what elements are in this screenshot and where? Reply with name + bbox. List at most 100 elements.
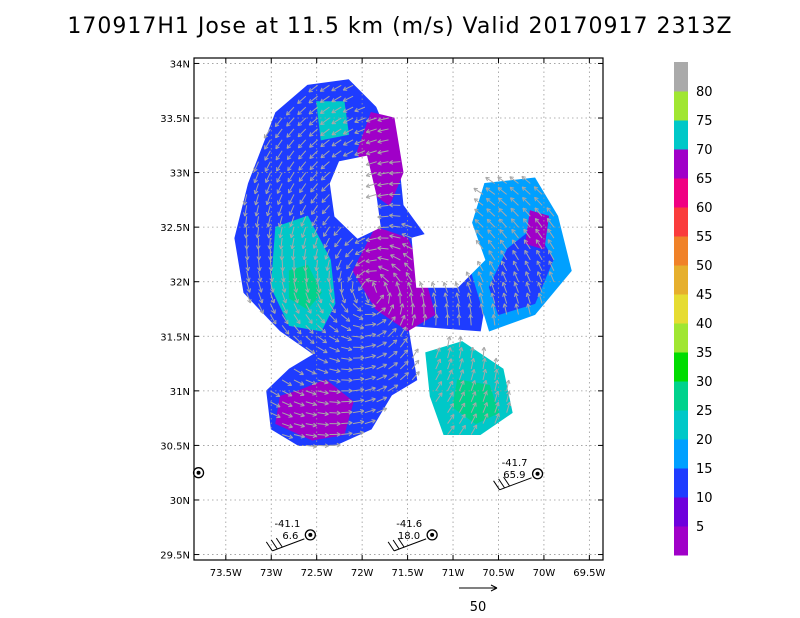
wind-vector-head (248, 277, 251, 282)
wind-vector (328, 292, 334, 304)
wind-vector-head (538, 292, 543, 297)
wind-vector (300, 205, 307, 216)
wind-vector (535, 239, 543, 250)
wind-vector-head (278, 212, 282, 217)
wind-vector-head (546, 207, 549, 212)
wind-vector (388, 304, 394, 315)
y-tick-label: 33.5N (160, 114, 190, 125)
wind-vector-head (371, 343, 376, 346)
wind-vector-head (313, 380, 317, 385)
wind-vector-head (360, 410, 365, 414)
wind-vector-head (342, 86, 346, 91)
wind-vector (364, 365, 376, 370)
x-tick-label: 73.5W (210, 568, 242, 579)
wind-vector (458, 336, 462, 348)
wind-vector-head (336, 267, 341, 271)
wind-vector (314, 248, 319, 260)
wind-vector-head (512, 249, 517, 253)
wind-vector (317, 390, 329, 394)
wind-vector-head (320, 142, 323, 147)
wind-vector (297, 106, 307, 115)
wind-vector-head (414, 348, 419, 352)
wind-vector-head (493, 368, 498, 373)
wind-vector (470, 380, 476, 392)
wind-vector (419, 282, 425, 293)
wind-vector-head (411, 314, 416, 318)
wind-vector-head (290, 234, 295, 239)
wind-vector-head (275, 146, 280, 150)
wind-vector-head (383, 353, 387, 357)
wind-vector-head (491, 314, 494, 319)
wind-vector (281, 325, 290, 335)
wind-vector-head (310, 190, 315, 193)
wind-vector-head (365, 237, 370, 241)
wind-vector (317, 357, 328, 364)
wind-vector-head (243, 234, 247, 239)
wind-vector-head (534, 197, 537, 202)
wind-vector (510, 207, 519, 217)
wind-vector-head (537, 292, 540, 298)
wind-vector (331, 150, 342, 158)
wind-vector-head (536, 239, 540, 243)
wind-vector-head (365, 279, 370, 283)
wind-vector-head (365, 250, 370, 253)
wind-vector-head (325, 400, 329, 405)
wind-vector-head (283, 310, 288, 314)
wind-vector-head (403, 349, 408, 352)
wind-vector (265, 183, 271, 194)
wind-vector (342, 84, 354, 91)
wind-vector (281, 281, 286, 293)
wind-vector-head (372, 313, 377, 317)
wind-vector (487, 229, 496, 239)
wind-vector (510, 197, 519, 206)
wind-vector-head (336, 442, 341, 446)
wind-vector-head (524, 249, 529, 253)
wind-vector (275, 139, 283, 150)
wind-vector (444, 292, 449, 304)
wind-vector (494, 391, 499, 402)
wind-vector-head (348, 411, 353, 415)
wind-vector-head (320, 145, 325, 148)
wind-vector (267, 216, 271, 228)
wind-vector-head (366, 120, 371, 123)
wind-vector-head (514, 303, 517, 308)
wind-vector-head (289, 233, 292, 238)
wind-vector-head (535, 217, 540, 221)
wind-vector (435, 370, 442, 381)
colorbar-label: 35 (696, 346, 713, 361)
colorbar-swatch (674, 120, 688, 150)
wind-vector (352, 421, 364, 425)
wind-vector (470, 413, 477, 424)
wind-vector-head (389, 202, 394, 206)
wind-vector-head (391, 263, 394, 268)
wind-vector-head (377, 128, 382, 132)
wind-vector-head (310, 342, 315, 344)
y-tick-label: 34N (170, 59, 190, 70)
wind-vector (341, 432, 353, 435)
wind-vector-head (319, 98, 323, 103)
wind-vector-head (488, 239, 493, 243)
wind-vector-head (537, 271, 542, 275)
wind-vector-head (483, 346, 487, 352)
wind-vector-head (444, 292, 449, 297)
wind-vector (488, 250, 496, 261)
wind-vector-head (393, 272, 395, 278)
colorbar-swatch (674, 91, 688, 121)
wind-vector-head (377, 247, 382, 251)
wind-vector-head (490, 303, 494, 308)
wind-vector (366, 117, 377, 122)
wind-vector-head (486, 219, 489, 224)
wind-vector-head (471, 391, 476, 395)
wind-vector-head (377, 237, 382, 241)
wind-vector-head (459, 369, 464, 373)
wind-vector-head (389, 244, 394, 246)
storm-symbol (426, 529, 438, 541)
storm-symbol-center (430, 532, 435, 537)
wind-vector (526, 292, 531, 304)
wind-vector (513, 260, 519, 272)
wind-vector-head (371, 408, 376, 411)
wind-vector (293, 303, 300, 314)
wind-vector (340, 281, 343, 293)
wind-vector-head (344, 298, 347, 304)
wind-vector (365, 270, 377, 272)
